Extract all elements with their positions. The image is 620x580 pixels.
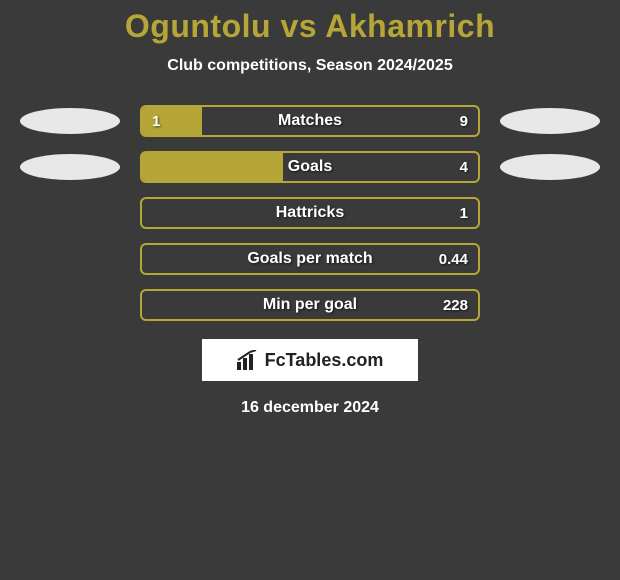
subtitle: Club competitions, Season 2024/2025 [0, 57, 620, 75]
stat-row: Goals per match0.44 [0, 243, 620, 275]
chart-icon [237, 350, 259, 370]
stat-value-right: 4 [450, 153, 478, 181]
stat-bar: Hattricks1 [140, 197, 480, 229]
stat-label: Goals [142, 153, 478, 181]
logo-text: FcTables.com [265, 350, 384, 371]
stat-bar: Min per goal228 [140, 289, 480, 321]
player-right-marker [500, 108, 600, 134]
player-left-marker [20, 108, 120, 134]
stats-area: 1Matches9Goals4Hattricks1Goals per match… [0, 105, 620, 321]
date-label: 16 december 2024 [0, 399, 620, 417]
stat-label: Matches [142, 107, 478, 135]
stat-value-right: 0.44 [429, 245, 478, 273]
stat-value-right: 228 [433, 291, 478, 319]
player-right-marker [500, 154, 600, 180]
stat-label: Min per goal [142, 291, 478, 319]
stat-label: Hattricks [142, 199, 478, 227]
stat-bar: 1Matches9 [140, 105, 480, 137]
stat-row: Goals4 [0, 151, 620, 183]
player-left-marker [20, 154, 120, 180]
stat-row: 1Matches9 [0, 105, 620, 137]
comparison-infographic: Oguntolu vs Akhamrich Club competitions,… [0, 0, 620, 417]
page-title: Oguntolu vs Akhamrich [0, 8, 620, 45]
stat-label: Goals per match [142, 245, 478, 273]
stat-bar: Goals4 [140, 151, 480, 183]
stat-bar: Goals per match0.44 [140, 243, 480, 275]
stat-value-right: 9 [450, 107, 478, 135]
logo-badge: FcTables.com [202, 339, 418, 381]
stat-row: Min per goal228 [0, 289, 620, 321]
stat-row: Hattricks1 [0, 197, 620, 229]
stat-value-right: 1 [450, 199, 478, 227]
